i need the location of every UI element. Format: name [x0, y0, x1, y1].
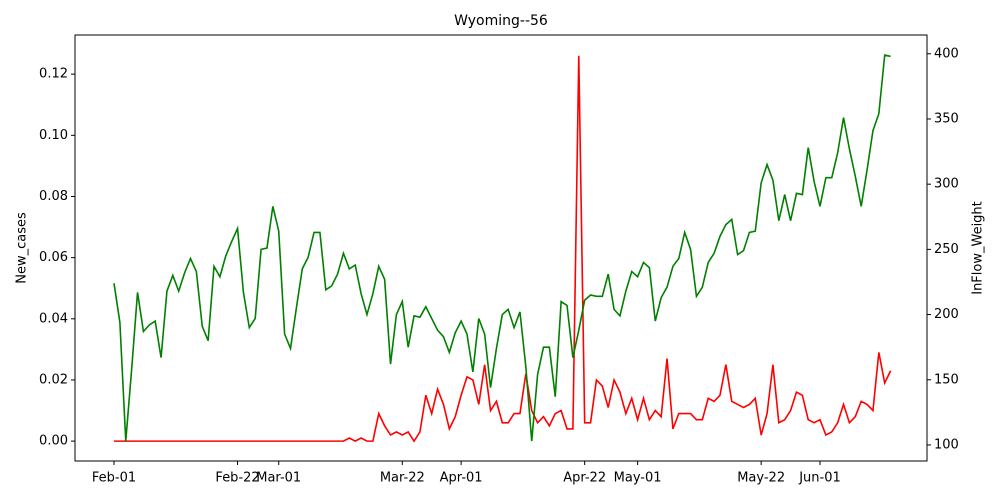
y-axis-label: New_cases — [15, 212, 30, 284]
y-tick-label: 0.00 — [39, 434, 68, 449]
x-tick-label: Jun-01 — [798, 471, 841, 486]
y-tick-label: 0.08 — [39, 189, 68, 204]
y2-tick-label: 350 — [934, 111, 959, 126]
x-tick-label: Feb-22 — [215, 471, 259, 486]
y-tick-label: 0.10 — [39, 128, 68, 143]
x-tick-label: Mar-22 — [380, 471, 425, 486]
y2-tick-label: 400 — [934, 46, 959, 61]
plot-frame — [74, 34, 928, 462]
x-tick-label: Apr-01 — [440, 471, 483, 486]
y-tick-label: 0.06 — [39, 250, 68, 265]
series-line — [114, 55, 892, 443]
y-tick-label: 0.12 — [39, 67, 68, 82]
x-tick-label: Mar-01 — [256, 471, 301, 486]
y-tick-label: 0.04 — [39, 311, 68, 326]
x-tick-label: Apr-22 — [563, 471, 606, 486]
x-tick-label: Feb-01 — [92, 471, 136, 486]
y2-tick-label: 250 — [934, 242, 959, 257]
chart-title: Wyoming--56 — [454, 13, 548, 29]
y2-tick-label: 100 — [934, 437, 959, 452]
y-tick-label: 0.02 — [39, 372, 68, 387]
y2-tick-label: 200 — [934, 307, 959, 322]
x-tick-label: May-01 — [614, 471, 662, 486]
x-tick-label: May-22 — [737, 471, 785, 486]
y2-tick-label: 150 — [934, 372, 959, 387]
y2-axis-label: InFlow_Weight — [971, 201, 986, 295]
y2-tick-label: 300 — [934, 177, 959, 192]
series-line — [113, 54, 891, 442]
